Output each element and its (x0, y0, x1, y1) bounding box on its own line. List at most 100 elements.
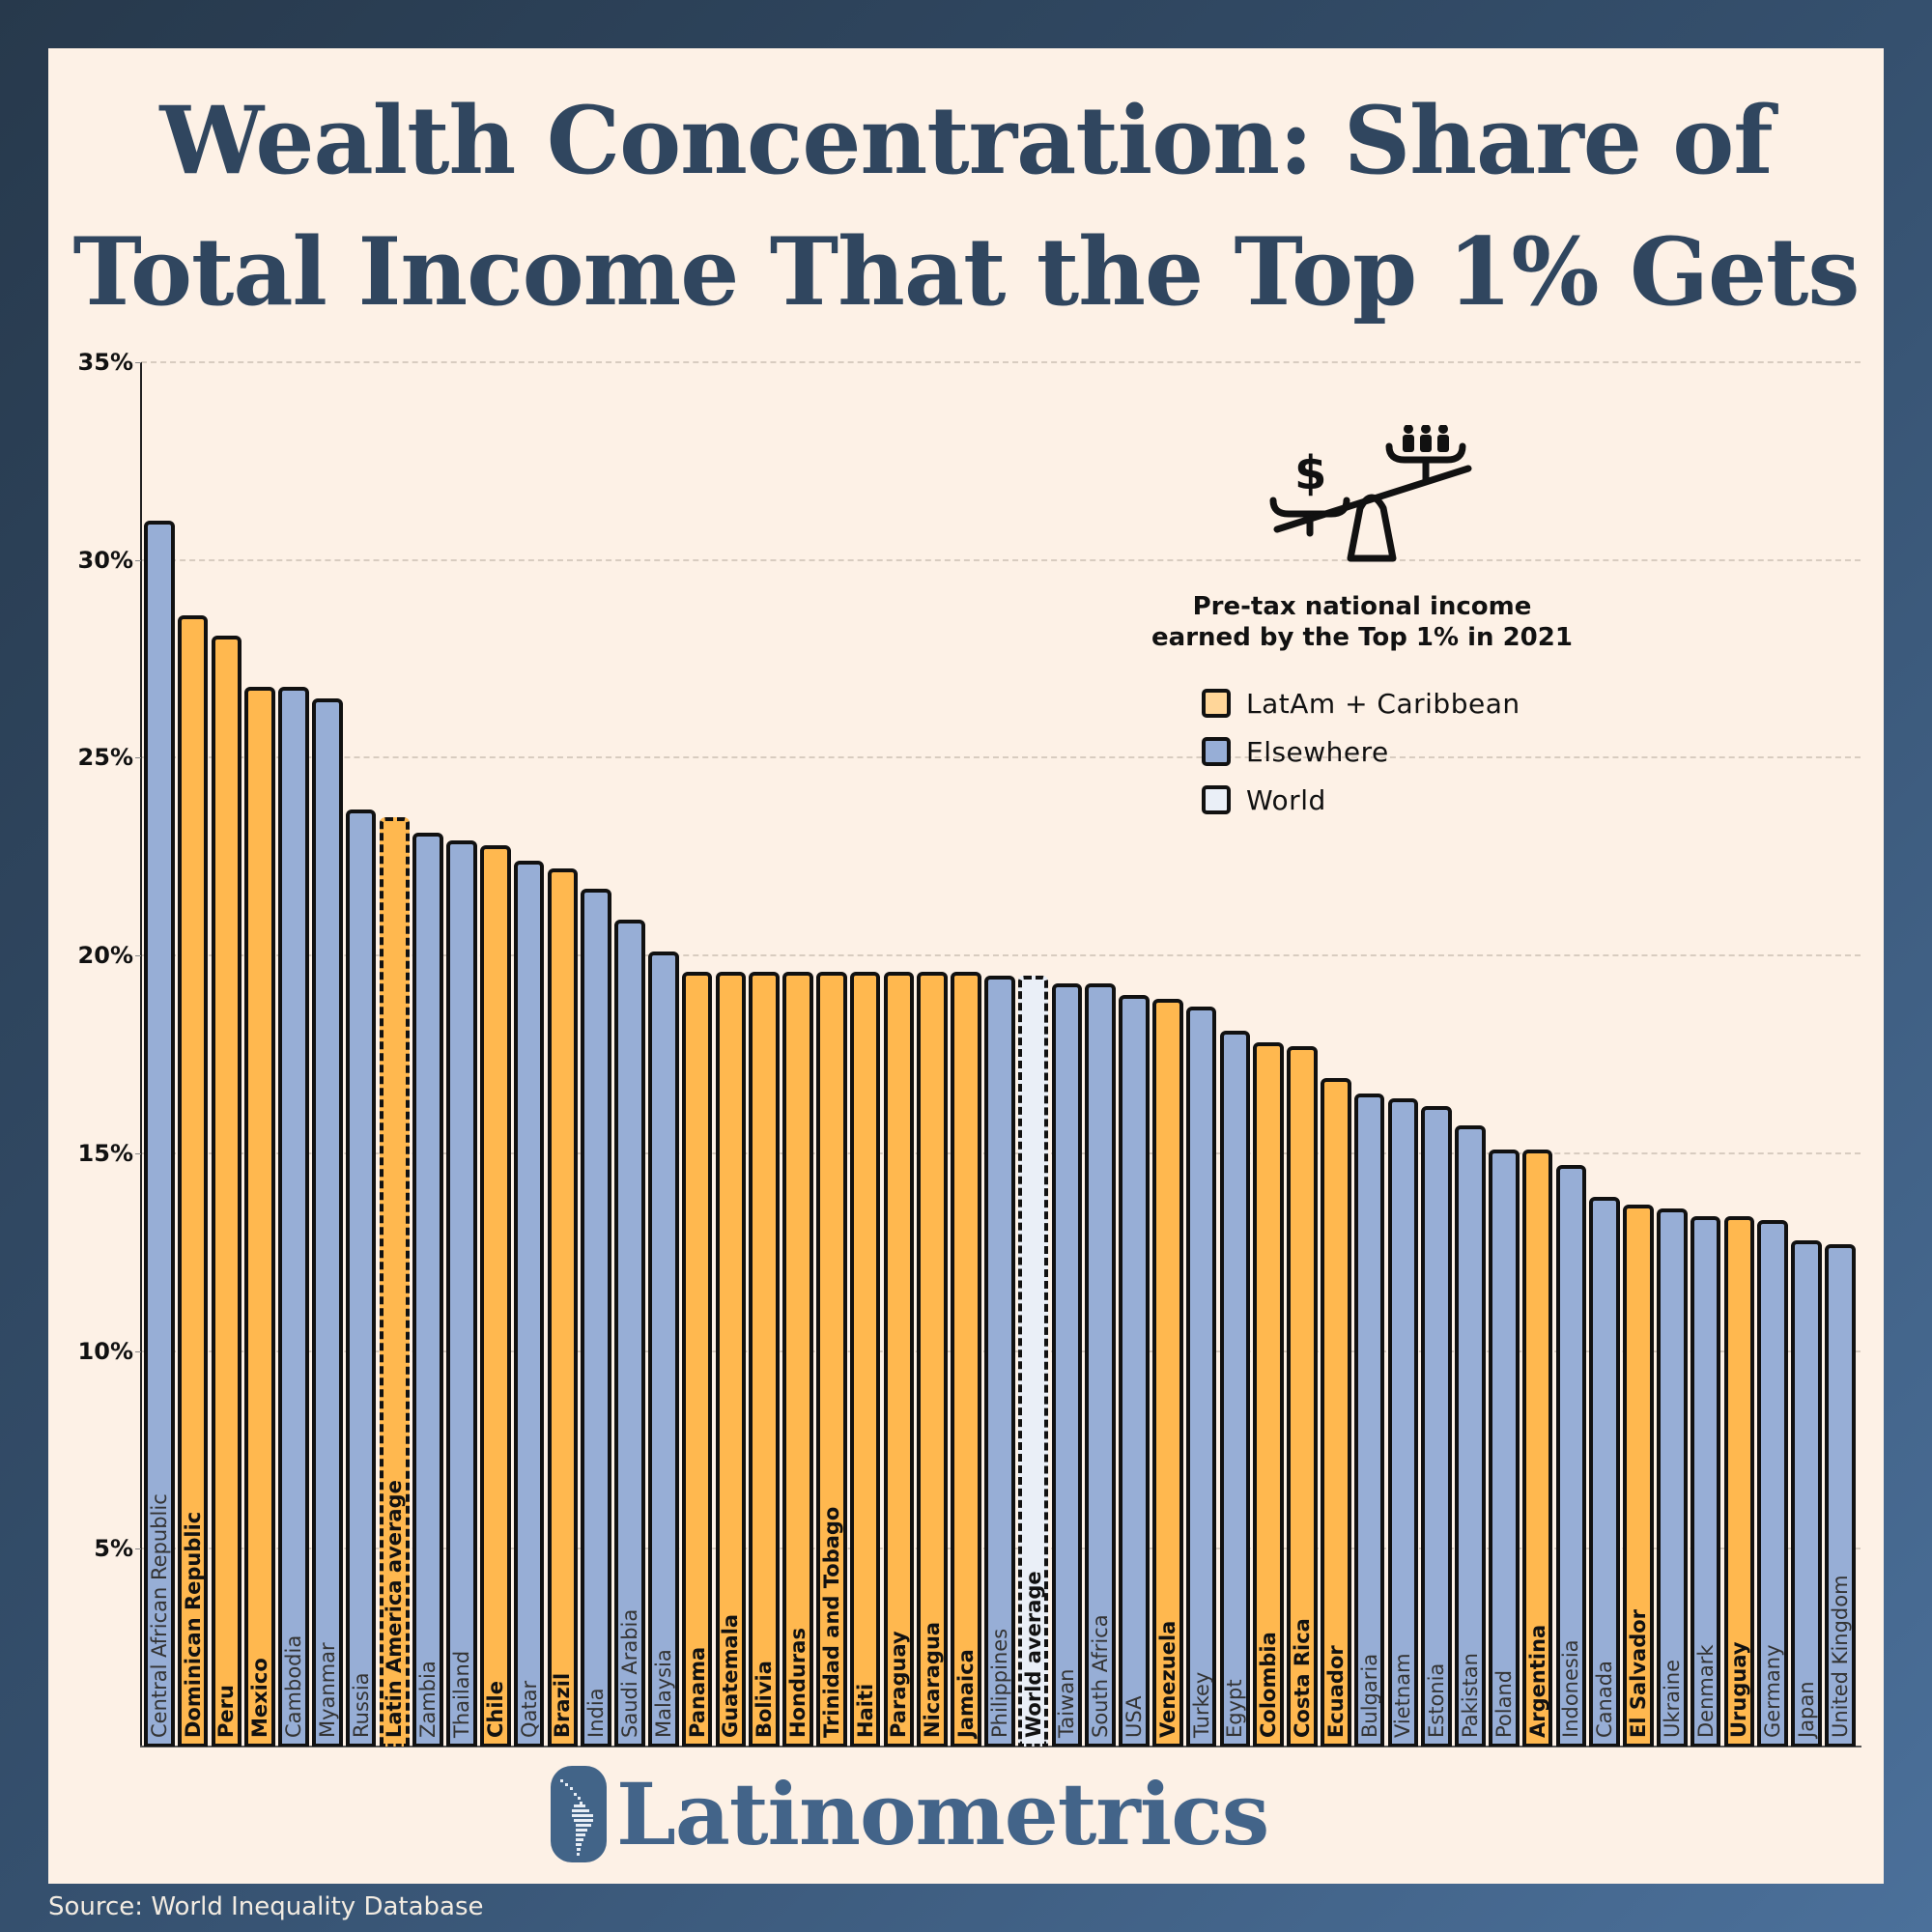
bar-label: USA (1122, 1695, 1146, 1738)
bar-central-african-republic: Central African Republic (144, 520, 175, 1747)
bar-label: Latin America average (383, 1480, 407, 1738)
legend-item-elsewhere: Elsewhere (1202, 734, 1389, 769)
bar-brazil: Brazil (547, 868, 579, 1747)
bar-label: Vietnam (1391, 1653, 1415, 1738)
y-axis (140, 362, 142, 1747)
bar-denmark: Denmark (1690, 1216, 1721, 1747)
legend-swatch-elsewhere (1202, 737, 1231, 766)
bar-label: United Kingdom (1828, 1575, 1852, 1738)
bar-cambodia: Cambodia (278, 686, 309, 1747)
y-tick-label: 25% (77, 744, 133, 772)
bar-nicaragua: Nicaragua (917, 971, 948, 1747)
brand-logo-lockup: Latinometrics (551, 1764, 1269, 1864)
bar-label: Russia (349, 1672, 373, 1738)
bar-label: World average (1021, 1571, 1045, 1738)
y-tick-label: 10% (77, 1337, 133, 1365)
svg-text:$: $ (1294, 446, 1326, 500)
bar-label: Taiwan (1055, 1668, 1079, 1738)
bar-label: Costa Rica (1290, 1618, 1314, 1738)
bar-germany: Germany (1757, 1220, 1788, 1747)
y-tick-mark (135, 757, 141, 759)
bar-mexico: Mexico (244, 686, 275, 1747)
bar-myanmar: Myanmar (312, 698, 343, 1747)
bar-label: Chile (483, 1680, 507, 1738)
bar-label: Nicaragua (921, 1621, 945, 1738)
bar-label: Ecuador (1323, 1645, 1348, 1738)
bar-jamaica: Jamaica (951, 971, 981, 1747)
bar-label: Qatar (517, 1680, 541, 1738)
bar-label: Bolivia (753, 1661, 777, 1738)
legend-title: Pre-tax national income earned by the To… (1151, 592, 1573, 652)
chart-title: Wealth Concentration: Share of Total Inc… (0, 75, 1932, 338)
bar-guatemala: Guatemala (715, 971, 747, 1747)
bar-argentina: Argentina (1521, 1149, 1553, 1747)
bar-philippines: Philippines (984, 975, 1015, 1747)
bar-estonia: Estonia (1421, 1105, 1452, 1747)
y-tick-label: 20% (77, 942, 133, 970)
bar-label: Canada (1593, 1661, 1617, 1738)
bar-saudi-arabia: Saudi Arabia (614, 920, 645, 1747)
y-tick-mark (135, 1152, 141, 1154)
x-axis (140, 1746, 1861, 1747)
bar-pakistan: Pakistan (1455, 1125, 1486, 1747)
y-tick-label: 15% (77, 1139, 133, 1167)
bar-canada: Canada (1589, 1196, 1620, 1747)
bar-egypt: Egypt (1219, 1030, 1251, 1747)
bar-label: Germany (1761, 1644, 1785, 1738)
bar-label: Zambia (416, 1661, 440, 1738)
bar-ukraine: Ukraine (1657, 1208, 1688, 1747)
bar-trinidad-and-tobago: Trinidad and Tobago (816, 971, 847, 1747)
bar-south-africa: South Africa (1085, 982, 1116, 1747)
bar-panama: Panama (681, 971, 713, 1747)
bar-label: India (584, 1688, 609, 1738)
y-tick-label: 35% (77, 349, 133, 376)
bar-label: Panama (685, 1646, 709, 1738)
source-note: Source: World Inequality Database (48, 1892, 484, 1921)
bar-colombia: Colombia (1253, 1042, 1284, 1747)
y-tick-mark (135, 362, 141, 363)
bar-indonesia: Indonesia (1555, 1165, 1587, 1747)
bar-japan: Japan (1791, 1239, 1822, 1747)
bar-venezuela: Venezuela (1152, 999, 1183, 1747)
y-tick-mark (135, 559, 141, 561)
bar-usa: USA (1119, 995, 1150, 1747)
bar-label: Mexico (248, 1658, 272, 1738)
gridline (141, 756, 1861, 759)
bar-label: Central African Republic (147, 1493, 171, 1738)
brand-name: Latinometrics (616, 1764, 1269, 1864)
bar-chile: Chile (480, 844, 511, 1747)
bar-label: Colombia (1257, 1632, 1281, 1738)
bar-poland: Poland (1489, 1149, 1520, 1747)
y-tick-mark (135, 955, 141, 957)
bar-label: Ukraine (1660, 1659, 1684, 1738)
bar-label: Malaysia (651, 1649, 675, 1738)
bar-united-kingdom: United Kingdom (1825, 1244, 1856, 1747)
bar-label: Peru (214, 1685, 239, 1738)
bar-label: Argentina (1525, 1624, 1549, 1738)
bar-label: Dominican Republic (181, 1511, 205, 1738)
bar-label: Honduras (785, 1628, 810, 1738)
bar-label: Venezuela (1155, 1620, 1179, 1738)
legend-item-latam: LatAm + Caribbean (1202, 686, 1520, 721)
y-tick-label: 30% (77, 546, 133, 574)
bar-label: Guatemala (719, 1613, 743, 1738)
bar-label: Jamaica (953, 1649, 978, 1738)
bar-label: Trinidad and Tobago (819, 1506, 843, 1738)
y-tick-mark (135, 1350, 141, 1352)
bar-label: Poland (1492, 1669, 1516, 1738)
gridline (141, 558, 1861, 561)
bar-label: Thailand (449, 1650, 473, 1738)
bar-label: Brazil (551, 1672, 575, 1738)
bar-label: Egypt (1223, 1679, 1247, 1738)
bar-dominican-republic: Dominican Republic (177, 615, 209, 1747)
bar-india: India (581, 888, 611, 1747)
bar-taiwan: Taiwan (1051, 982, 1083, 1747)
bar-label: Uruguay (1727, 1641, 1751, 1738)
y-tick-mark (135, 1548, 141, 1550)
gridline (141, 954, 1861, 957)
bar-vietnam: Vietnam (1387, 1097, 1419, 1747)
bar-turkey: Turkey (1185, 1007, 1217, 1747)
bar-label: Bulgaria (1357, 1653, 1381, 1738)
bar-bulgaria: Bulgaria (1353, 1094, 1385, 1747)
